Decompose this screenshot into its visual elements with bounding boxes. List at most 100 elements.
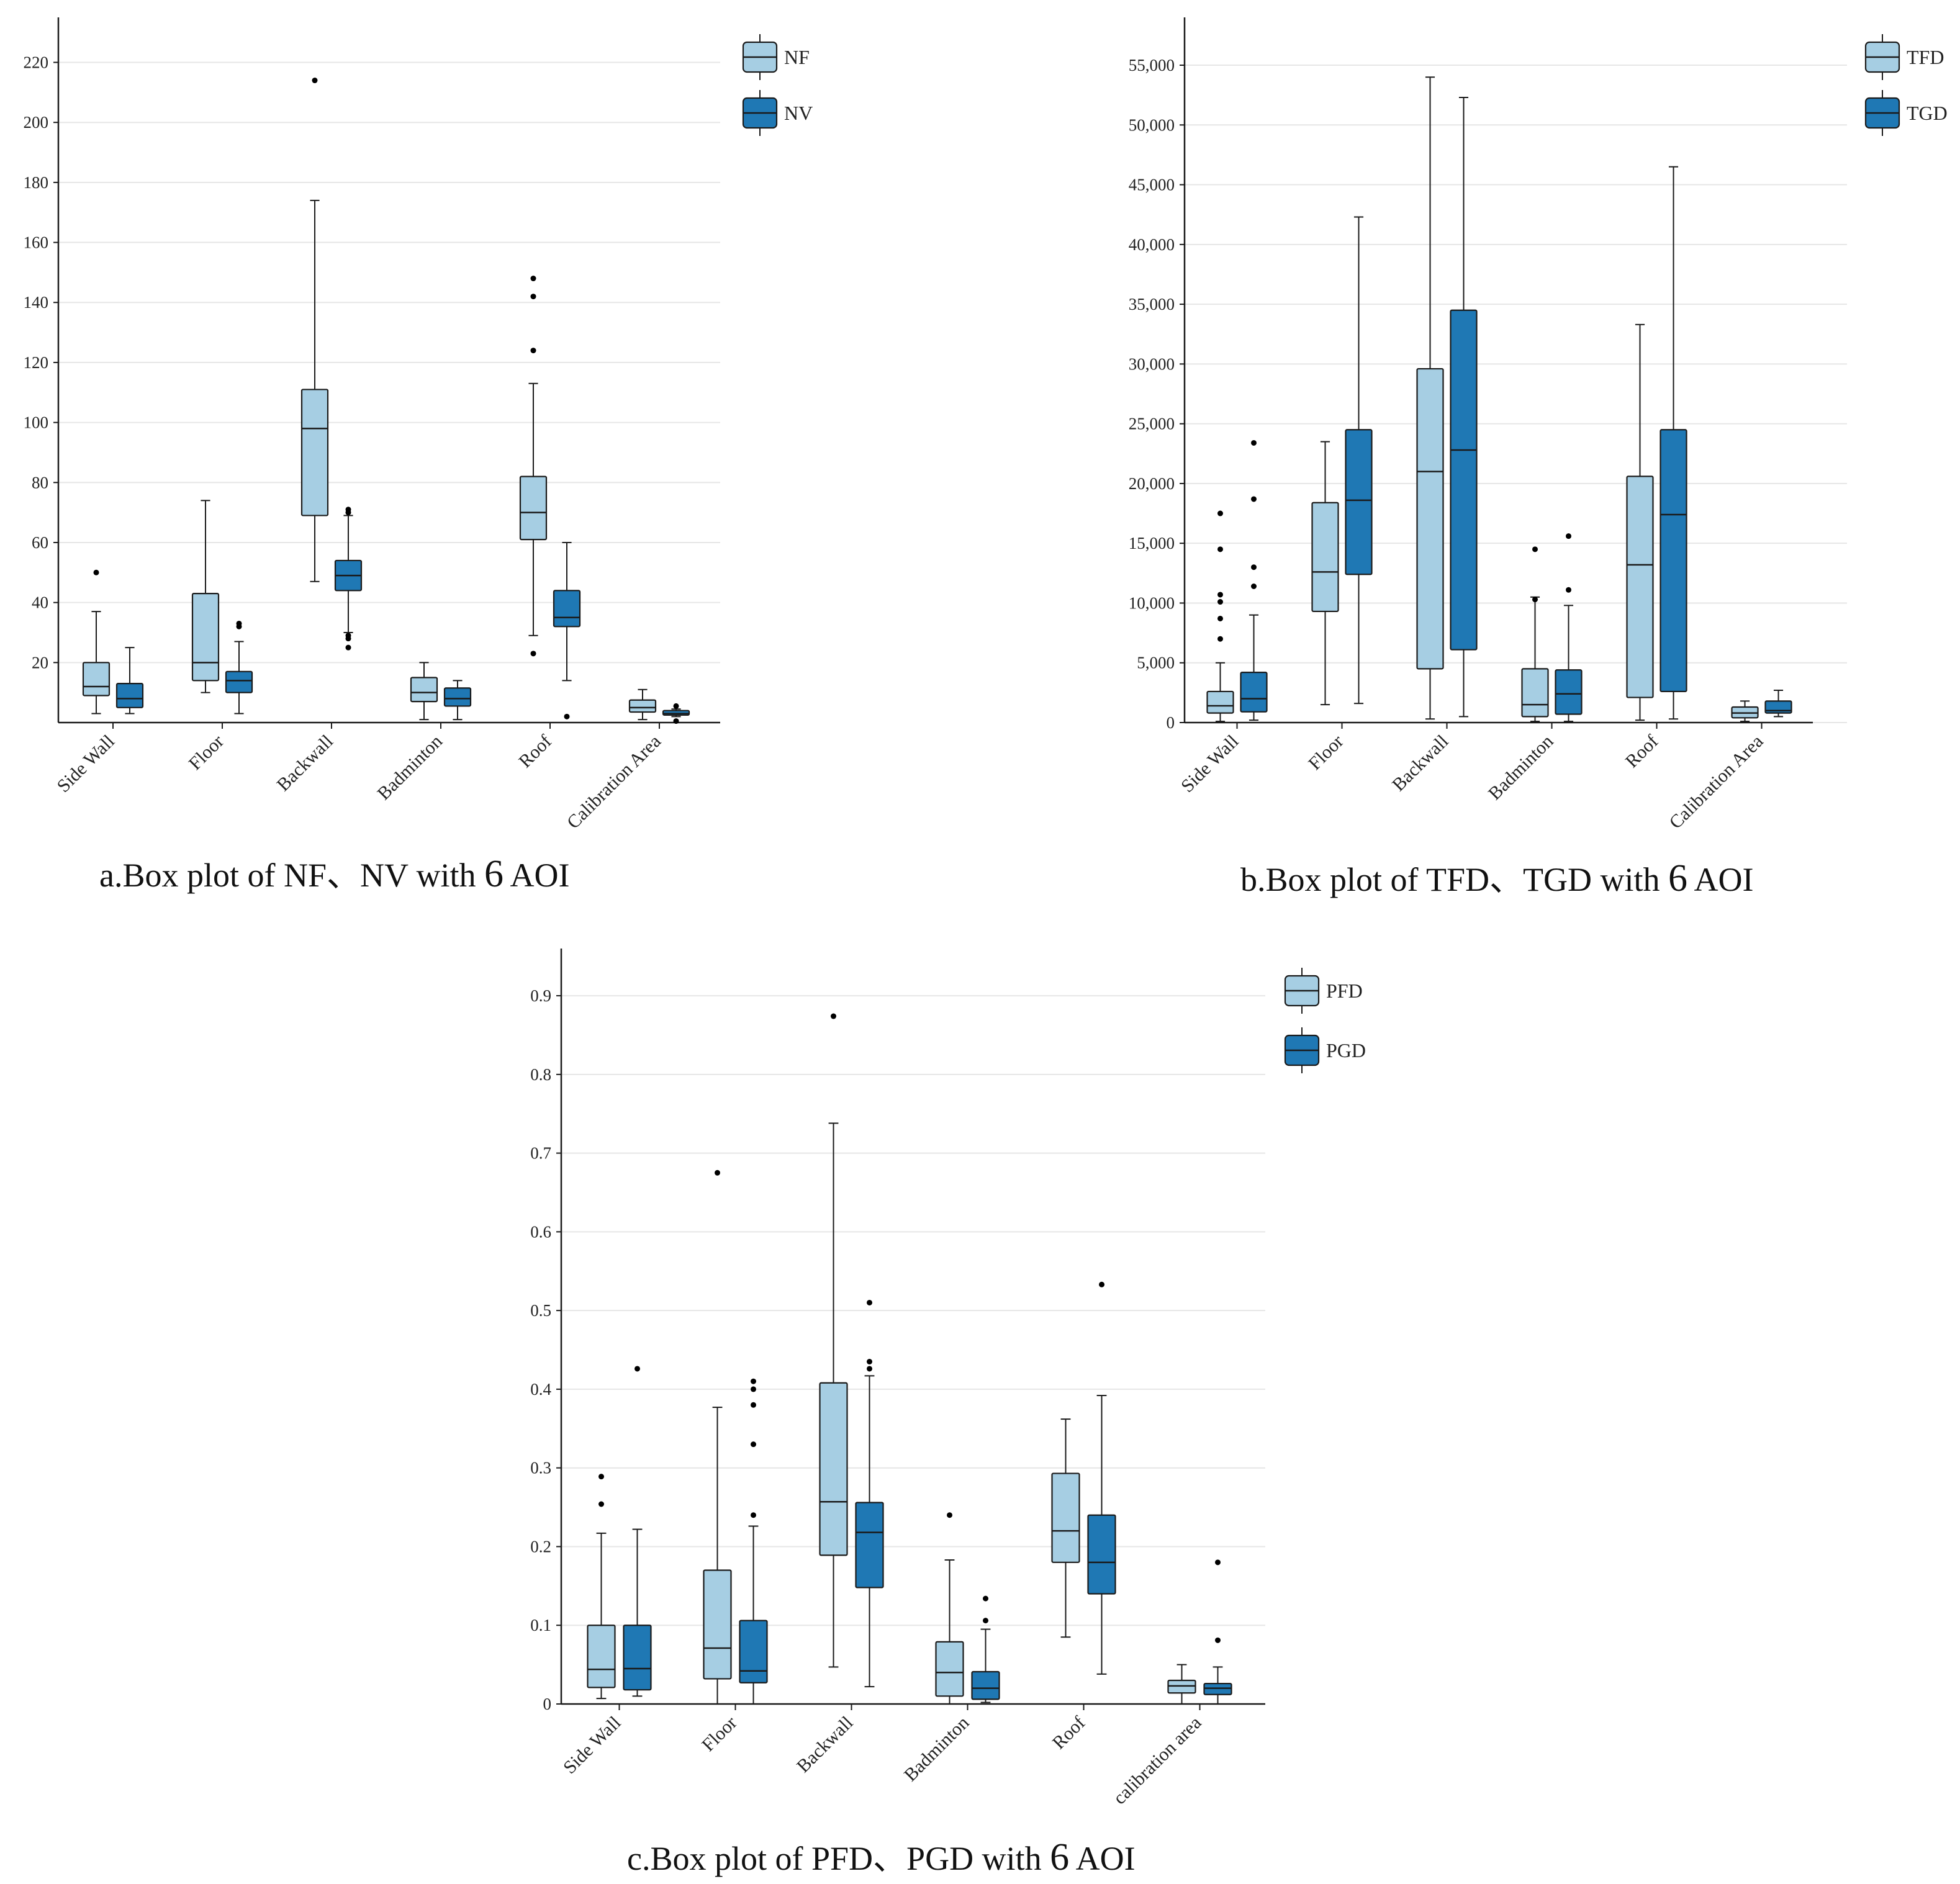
box-tfd <box>1626 476 1654 698</box>
y-tick-label: 180 <box>24 173 49 192</box>
outlier-point <box>1217 592 1223 598</box>
y-tick-label: 100 <box>24 413 49 432</box>
panel-b: 0 5,000 10,000 15,000 20,000 25,000 30,000 35,0… <box>1129 17 1948 899</box>
outlier-point <box>1566 587 1571 593</box>
outlier-point <box>751 1386 756 1392</box>
outlier-point <box>1532 546 1538 552</box>
y-tick-label: 0.4 <box>530 1380 551 1399</box>
outlier-point <box>751 1402 756 1408</box>
x-category-label: Backwall <box>793 1713 857 1777</box>
y-tick-label: 40 <box>32 593 48 612</box>
box-nv <box>553 590 581 628</box>
outlier-point <box>867 1366 872 1372</box>
y-tick-label: 20,000 <box>1129 474 1175 493</box>
legend-label: TFD <box>1907 46 1944 68</box>
box-pfd <box>1051 1472 1080 1563</box>
y-tick-label: 0.5 <box>530 1301 551 1320</box>
outlier-point <box>598 1474 604 1480</box>
box-nf <box>410 677 438 703</box>
legend-label: PGD <box>1326 1039 1366 1061</box>
y-tick-label: 5,000 <box>1137 654 1175 672</box>
y-tick-label: 0.3 <box>530 1459 551 1477</box>
y-tick-label: 160 <box>24 233 49 252</box>
y-tick-label: 0.8 <box>530 1065 551 1084</box>
outlier-point <box>1251 564 1257 570</box>
x-category-label: Roof <box>515 731 556 772</box>
box-nv <box>443 687 472 707</box>
y-tick-label: 200 <box>24 113 49 132</box>
y-tick-label: 0.7 <box>530 1144 551 1163</box>
y-tick-label: 220 <box>24 53 49 72</box>
box-nf <box>628 699 657 713</box>
y-tick-label: 30,000 <box>1129 354 1175 373</box>
x-category-label: Floor <box>185 731 228 774</box>
y-tick-label: 0.9 <box>530 986 551 1005</box>
x-category-label: Floor <box>698 1713 741 1756</box>
outlier-point <box>93 569 99 575</box>
outlier-point <box>673 718 679 724</box>
box-nf <box>300 389 329 516</box>
outlier-point <box>345 644 351 651</box>
x-category-label: calibration area <box>1109 1713 1206 1809</box>
box-nf <box>519 476 548 541</box>
box-tgd <box>1240 672 1268 713</box>
outlier-point <box>1251 584 1257 590</box>
box-pfd <box>935 1641 964 1697</box>
outlier-point <box>312 78 318 84</box>
legend-label: PFD <box>1326 980 1363 1002</box>
legend-label: NV <box>784 102 813 124</box>
y-tick-label: 20 <box>32 653 48 672</box>
x-category-label: Badminton <box>1484 731 1558 805</box>
outlier-point <box>530 348 536 354</box>
x-category-label: Calibration Area <box>563 731 665 833</box>
outlier-point <box>530 651 536 657</box>
box-pgd <box>971 1670 1000 1700</box>
outlier-point <box>715 1170 720 1176</box>
box-tfd <box>1311 502 1339 613</box>
outlier-point <box>983 1595 988 1602</box>
y-tick-label: 10,000 <box>1129 593 1175 612</box>
box-pfd <box>819 1382 848 1556</box>
outlier-point <box>236 620 242 626</box>
outlier-point <box>1217 615 1223 621</box>
box-tgd <box>1345 429 1373 575</box>
box-pfd <box>1167 1679 1196 1694</box>
x-category-label: Badminton <box>373 731 446 805</box>
outlier-point <box>598 1501 604 1507</box>
box-pgd <box>623 1625 652 1691</box>
outlier-point <box>345 633 351 639</box>
x-category-label: Calibration Area <box>1665 731 1767 833</box>
legend-item-nf: NF <box>742 34 810 80</box>
outlier-point <box>564 713 570 719</box>
y-tick-label: 60 <box>32 533 48 552</box>
y-tick-label: 0.6 <box>530 1222 551 1241</box>
outlier-point <box>867 1299 872 1305</box>
box-pgd <box>1087 1514 1116 1595</box>
y-tick-label: 80 <box>32 473 48 492</box>
box-pgd <box>1203 1682 1232 1695</box>
x-category-label: Roof <box>1622 731 1663 772</box>
y-tick-label: 35,000 <box>1129 295 1175 313</box>
box-tgd <box>1555 669 1583 715</box>
outlier-point <box>947 1512 952 1518</box>
outlier-point <box>1215 1637 1221 1643</box>
x-category-label: Floor <box>1304 731 1347 774</box>
y-tick-label: 45,000 <box>1129 176 1175 194</box>
panel-caption: c.Box plot of PFD、PGD with 6 AOI <box>627 1836 1136 1878</box>
outlier-point <box>831 1013 836 1019</box>
outlier-point <box>1566 533 1571 539</box>
panel-caption: a.Box plot of NF、NV with 6 AOI <box>99 853 570 895</box>
x-category-label: Badminton <box>900 1713 973 1786</box>
legend-item-pfd: PFD <box>1284 968 1363 1014</box>
y-tick-label: 0.2 <box>530 1537 551 1556</box>
x-category-label: Side Wall <box>559 1713 625 1778</box>
y-tick-label: 120 <box>24 353 49 372</box>
box-nv <box>115 683 144 708</box>
box-tfd <box>1416 367 1444 670</box>
legend-item-nv: NV <box>742 90 813 136</box>
box-pfd <box>587 1625 616 1688</box>
x-category-label: Backwall <box>273 731 337 795</box>
outlier-point <box>1251 439 1257 446</box>
outlier-point <box>751 1512 756 1518</box>
